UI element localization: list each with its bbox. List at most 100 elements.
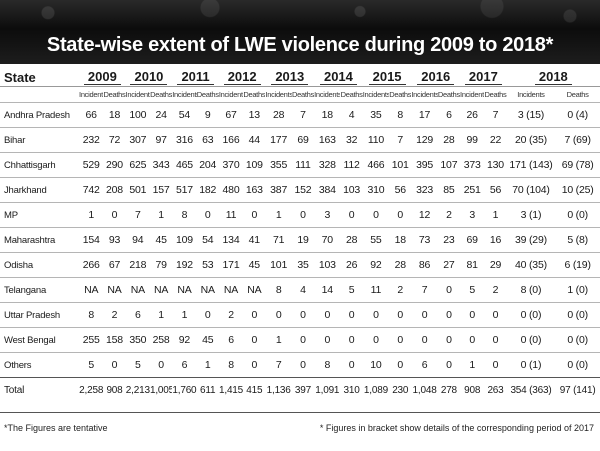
title-banner: State-wise extent of LWE violence during… xyxy=(0,0,600,64)
incidents-cell: 20 (35) xyxy=(506,127,556,153)
incidents-cell: 110 xyxy=(362,127,390,153)
incidents-cell: 480 xyxy=(218,177,244,203)
incidents-cell: 1 xyxy=(79,202,104,228)
incidents-cell: 529 xyxy=(79,152,104,178)
year-header: 2016 xyxy=(411,64,461,87)
incidents-cell: 55 xyxy=(362,227,390,253)
incidents-cell: 3 xyxy=(460,202,485,228)
deaths-cell: 26 xyxy=(340,252,363,278)
incidents-cell: 73 xyxy=(411,227,438,253)
state-column-header: State xyxy=(0,64,80,87)
year-label: 2016 xyxy=(417,69,455,85)
incidents-cell: 373 xyxy=(460,152,485,178)
incidents-cell: 69 xyxy=(460,227,485,253)
deaths-cell: 908 xyxy=(103,377,126,403)
deaths-cell: 6 xyxy=(437,102,461,128)
deaths-cell: 111 xyxy=(291,152,315,178)
year-header: 2017 xyxy=(460,64,507,87)
state-name: Maharashtra xyxy=(0,227,80,253)
incidents-cell: 14 xyxy=(314,277,341,303)
incidents-cell: 355 xyxy=(265,152,292,178)
deaths-cell: 0 xyxy=(291,352,315,378)
deaths-cell: 72 xyxy=(103,127,126,153)
deaths-cell: 157 xyxy=(149,177,173,203)
incidents-cell: NA xyxy=(125,277,150,303)
incidents-cell: 0 xyxy=(362,327,390,353)
state-name: MP xyxy=(0,202,80,228)
deaths-cell: 0 xyxy=(243,327,266,353)
incidents-subheader: Incidents xyxy=(460,90,484,99)
incidents-cell: 92 xyxy=(362,252,390,278)
incidents-cell: 218 xyxy=(125,252,150,278)
incidents-cell: 35 xyxy=(362,102,390,128)
year-label: 2015 xyxy=(368,69,406,85)
deaths-cell: 1 xyxy=(196,352,219,378)
deaths-cell: 208 xyxy=(103,177,126,203)
deaths-cell: 204 xyxy=(196,152,219,178)
deaths-cell: 44 xyxy=(243,127,266,153)
incidents-cell: 0 xyxy=(460,302,485,328)
incidents-cell: 2,213 xyxy=(125,377,150,403)
deaths-cell: 0 xyxy=(243,202,266,228)
incidents-cell: NA xyxy=(79,277,104,303)
incidents-subheader: Incidents xyxy=(362,90,390,99)
deaths-cell: 1,005 xyxy=(149,377,173,403)
deaths-cell: 97 (141) xyxy=(555,377,600,403)
incidents-cell: 8 xyxy=(172,202,197,228)
deaths-cell: NA xyxy=(243,277,266,303)
deaths-cell: 53 xyxy=(196,252,219,278)
deaths-cell: 22 xyxy=(484,127,507,153)
deaths-cell: 0 xyxy=(243,302,266,328)
incidents-subheader: Incidents xyxy=(218,90,243,99)
incidents-cell: 6 xyxy=(218,327,244,353)
incidents-cell: 171 (143) xyxy=(506,152,556,178)
incidents-cell: 501 xyxy=(125,177,150,203)
year-header: 2011 xyxy=(172,64,219,87)
year-label: 2017 xyxy=(464,69,502,85)
year-header: 2015 xyxy=(362,64,412,87)
deaths-cell: 9 xyxy=(196,102,219,128)
table-row: Andhra Pradesh 66 18 100 24 54 9 67 13 28 7 18 4 35 8 1… xyxy=(0,102,600,128)
year-label: 2010 xyxy=(130,69,168,85)
table-row: Chhattisgarh 529 290 625 343 465 204 370 109 355 1… xyxy=(0,152,600,178)
incidents-cell: 2,258 xyxy=(79,377,104,403)
incidents-cell: 316 xyxy=(172,127,197,153)
incidents-cell: 354 (363) xyxy=(506,377,556,403)
incidents-cell: 103 xyxy=(314,252,341,278)
incidents-cell: 66 xyxy=(79,102,104,128)
deaths-cell: 5 (8) xyxy=(555,227,600,253)
deaths-subheader: Deaths xyxy=(484,90,507,99)
page-title: State-wise extent of LWE violence during… xyxy=(46,34,554,56)
year-header: 2009 xyxy=(79,64,126,87)
incidents-cell: 384 xyxy=(314,177,341,203)
year-label: 2018 xyxy=(534,69,572,85)
deaths-cell: 4 xyxy=(340,102,363,128)
deaths-cell: 6 (19) xyxy=(555,252,600,278)
table-row: Bihar 232 72 307 97 316 63 166 44 177 69 163 32 110 7 1… xyxy=(0,127,600,153)
deaths-cell: 101 xyxy=(389,152,412,178)
incidents-cell: 6 xyxy=(172,352,197,378)
deaths-cell: 28 xyxy=(340,227,363,253)
deaths-cell: 0 xyxy=(389,352,412,378)
deaths-subheader: Deaths xyxy=(103,90,126,99)
incidents-cell: 255 xyxy=(79,327,104,353)
year-header: 2014 xyxy=(314,64,363,87)
incidents-cell: 71 xyxy=(265,227,292,253)
incidents-cell: 370 xyxy=(218,152,244,178)
incidents-cell: 0 xyxy=(314,327,341,353)
incidents-cell: 466 xyxy=(362,152,390,178)
deaths-cell: 112 xyxy=(340,152,363,178)
deaths-cell: 0 xyxy=(340,352,363,378)
deaths-cell: 7 xyxy=(484,102,507,128)
deaths-cell: 45 xyxy=(196,327,219,353)
deaths-cell: 45 xyxy=(149,227,173,253)
deaths-cell: 5 xyxy=(340,277,363,303)
state-name: Uttar Pradesh xyxy=(0,302,80,328)
deaths-cell: 103 xyxy=(340,177,363,203)
incidents-cell: 129 xyxy=(411,127,438,153)
deaths-cell: 0 xyxy=(196,202,219,228)
deaths-cell: 0 xyxy=(196,302,219,328)
table-row: Maharashtra 154 93 94 45 109 54 134 41 71 19 70 28 55… xyxy=(0,227,600,253)
deaths-subheader: Deaths xyxy=(291,90,314,99)
incidents-cell: 11 xyxy=(218,202,244,228)
